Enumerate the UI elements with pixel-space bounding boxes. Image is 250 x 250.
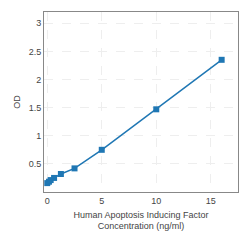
svg-text:1.5: 1.5 [29, 103, 42, 113]
svg-text:0: 0 [45, 196, 50, 206]
svg-text:2: 2 [36, 75, 41, 85]
svg-text:2.5: 2.5 [29, 47, 42, 57]
svg-text:1: 1 [36, 131, 41, 141]
svg-text:10: 10 [151, 196, 161, 206]
svg-text:3: 3 [36, 18, 41, 28]
svg-text:Human Apoptosis Inducing Facto: Human Apoptosis Inducing FactorConcentra… [73, 210, 208, 232]
svg-text:5: 5 [99, 196, 104, 206]
svg-text:15: 15 [206, 196, 216, 206]
svg-text:OD: OD [12, 95, 22, 109]
svg-text:0.5: 0.5 [29, 159, 42, 169]
